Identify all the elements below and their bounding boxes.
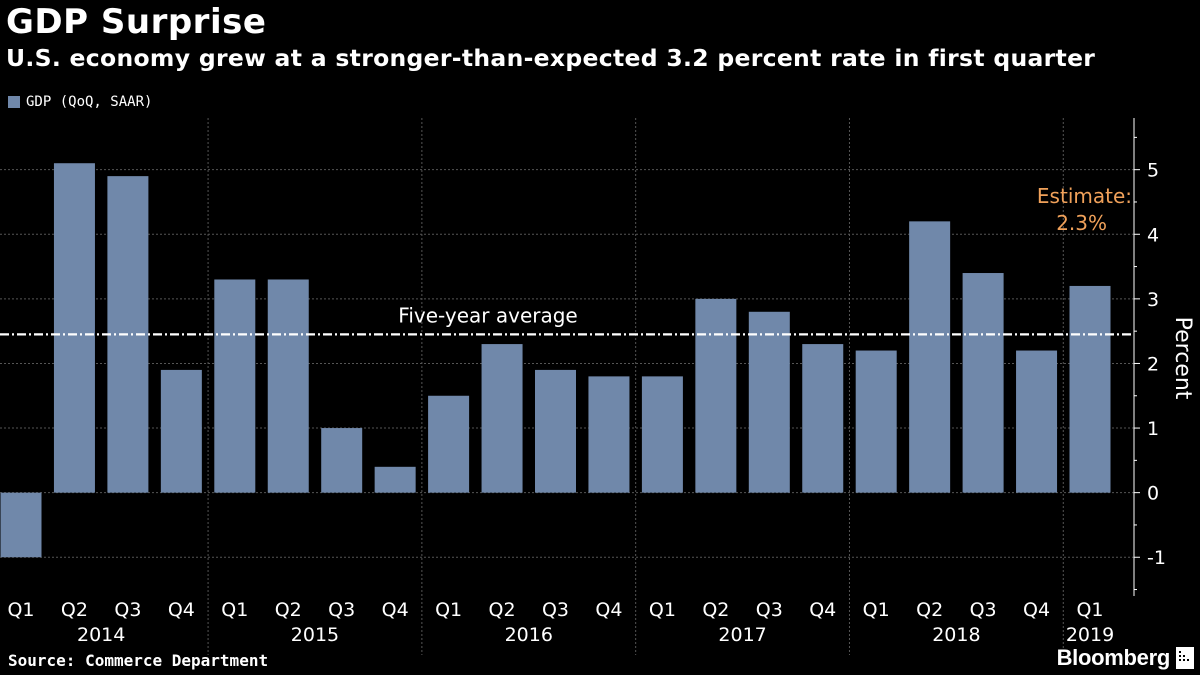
bar (481, 344, 523, 493)
x-tick-label: Q4 (382, 599, 409, 621)
x-tick-label: Q2 (489, 599, 516, 621)
bar (428, 395, 470, 493)
bar (160, 369, 202, 493)
brand-name: Bloomberg (1056, 645, 1171, 670)
bar (695, 298, 737, 493)
x-tick-label: Q1 (649, 599, 676, 621)
brand: Bloomberg (1057, 645, 1194, 671)
bar (321, 428, 363, 493)
bar (802, 344, 844, 493)
bar (0, 492, 42, 558)
year-label: 2017 (718, 624, 766, 646)
x-tick-label: Q4 (595, 599, 622, 621)
average-label: Five-year average (398, 303, 577, 327)
y-tick-label: 2 (1147, 353, 1159, 375)
bar (855, 350, 897, 493)
x-tick-label: Q3 (114, 599, 141, 621)
year-label: 2014 (77, 624, 125, 646)
x-tick-label: Q3 (542, 599, 569, 621)
x-tick-label: Q3 (756, 599, 783, 621)
x-tick-label: Q2 (702, 599, 729, 621)
estimate-label: Estimate: (1037, 184, 1132, 208)
x-tick-label: Q4 (1023, 599, 1050, 621)
bar (374, 466, 416, 493)
bar (214, 279, 256, 493)
x-tick-label: Q2 (61, 599, 88, 621)
bar (748, 311, 790, 493)
bar (962, 273, 1004, 493)
year-label: 2018 (932, 624, 980, 646)
chart-title: GDP Surprise (6, 2, 267, 42)
y-tick-label: 1 (1147, 418, 1159, 440)
y-tick-label: 4 (1147, 224, 1159, 246)
y-tick-label: -1 (1147, 547, 1166, 569)
x-tick-label: Q4 (809, 599, 836, 621)
bloomberg-terminal-icon (1176, 647, 1194, 669)
x-tick-label: Q3 (970, 599, 997, 621)
bar (535, 369, 576, 493)
bar (1069, 285, 1111, 493)
source-note: Source: Commerce Department (8, 651, 269, 670)
legend-swatch (8, 96, 20, 108)
y-tick-label: 0 (1147, 483, 1159, 505)
y-tick-label: 3 (1147, 289, 1159, 311)
bar (588, 376, 630, 493)
y-tick-label: 5 (1147, 160, 1159, 182)
x-tick-label: Q1 (435, 599, 462, 621)
y-axis-title: Percent (1170, 317, 1195, 400)
bar (641, 376, 683, 493)
year-label: 2015 (291, 624, 339, 646)
bar (267, 279, 309, 493)
x-tick-label: Q1 (7, 599, 34, 621)
x-tick-label: Q3 (328, 599, 355, 621)
year-label: 2019 (1066, 624, 1114, 646)
x-tick-label: Q1 (1076, 599, 1103, 621)
legend-label: GDP (QoQ, SAAR) (26, 94, 153, 110)
x-tick-label: Q2 (916, 599, 943, 621)
x-tick-label: Q1 (863, 599, 890, 621)
x-tick-label: Q4 (168, 599, 195, 621)
chart-subtitle: U.S. economy grew at a stronger-than-exp… (6, 44, 1096, 72)
x-tick-label: Q1 (221, 599, 248, 621)
legend: GDP (QoQ, SAAR) (8, 94, 152, 110)
bar (1016, 350, 1058, 493)
x-tick-label: Q2 (275, 599, 302, 621)
bar (909, 221, 951, 493)
bar (53, 163, 95, 493)
year-label: 2016 (505, 624, 553, 646)
estimate-value: 2.3% (1056, 211, 1107, 235)
